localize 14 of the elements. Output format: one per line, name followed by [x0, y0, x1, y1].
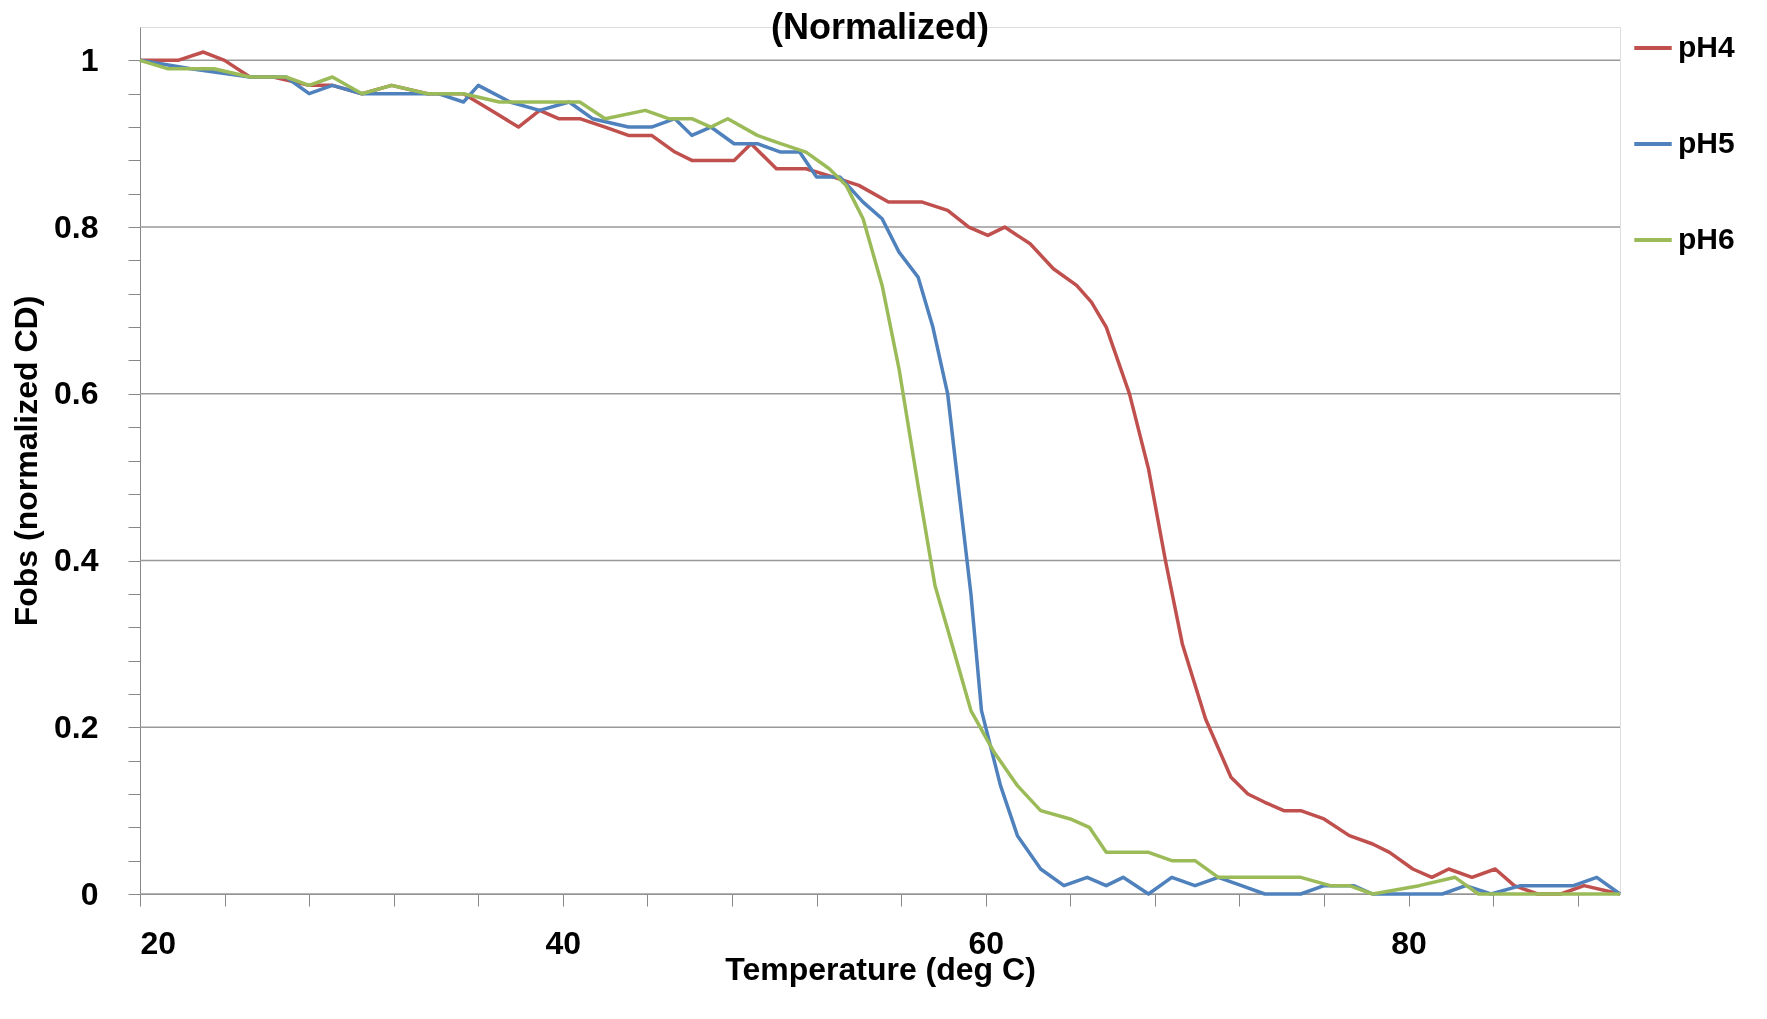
x-tick-label: 80 [1391, 924, 1427, 961]
x-tick-label: 20 [140, 924, 177, 961]
y-tick-label: 0 [80, 875, 99, 912]
y-tick-label: 0.8 [54, 208, 99, 245]
chart-title: (Normalized) [770, 6, 990, 47]
x-tick-label: 40 [545, 924, 582, 961]
y-tick-label: 0.6 [54, 375, 99, 412]
y-axis-title: Fobs (normalized CD) [8, 295, 45, 627]
legend-label: pH6 [1678, 222, 1735, 255]
y-tick-label: 0.2 [54, 708, 99, 745]
legend-label: pH4 [1678, 30, 1735, 63]
y-tick-label: 0.4 [54, 542, 99, 579]
y-tick-label: 1 [80, 41, 99, 78]
legend-label: pH5 [1678, 126, 1735, 159]
